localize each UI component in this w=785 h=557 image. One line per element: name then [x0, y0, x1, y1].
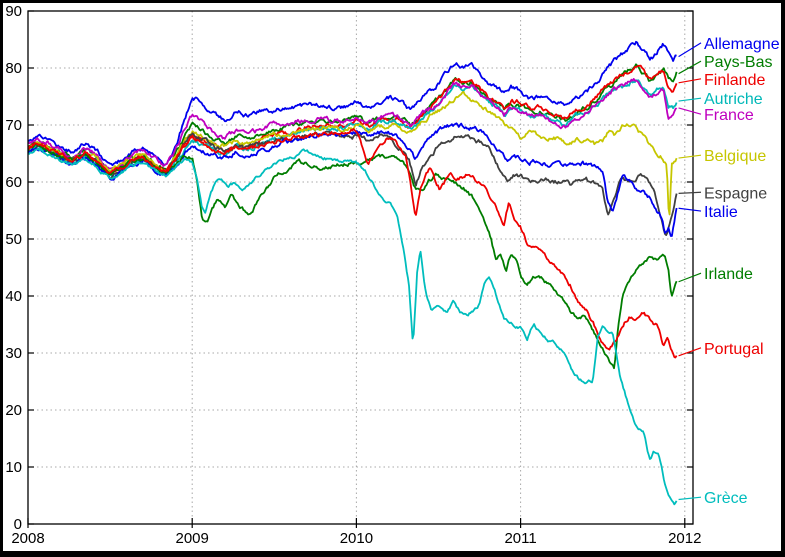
- x-tick-label: 2008: [11, 530, 44, 547]
- series-label-france: France: [704, 107, 754, 124]
- series-leader-autriche: [678, 97, 702, 102]
- series-line-allemagne: [28, 40, 677, 167]
- series-leader-paysbas: [678, 60, 702, 75]
- series-label-irlande: Irlande: [704, 266, 753, 283]
- series-leader-allemagne: [678, 42, 702, 58]
- series-label-paysbas: Pays-Bas: [704, 54, 772, 71]
- x-tick-label: 2010: [340, 530, 373, 547]
- y-tick-label: 10: [5, 459, 22, 476]
- series-line-grce: [28, 147, 678, 506]
- series-leader-belgique: [678, 154, 702, 159]
- series-label-italie: Italie: [704, 204, 738, 221]
- y-tick-label: 0: [14, 516, 22, 533]
- y-tick-label: 80: [5, 60, 22, 77]
- series-label-belgique: Belgique: [704, 148, 766, 165]
- series-leader-grce: [678, 496, 702, 501]
- series-label-autriche: Autriche: [704, 91, 763, 108]
- axes-box: [27, 10, 694, 525]
- series-leader-espagne: [678, 191, 702, 194]
- series-line-italie: [28, 122, 678, 237]
- y-tick-label: 70: [5, 117, 22, 134]
- y-tick-label: 90: [5, 3, 22, 20]
- x-tick-label: 2009: [176, 530, 209, 547]
- y-tick-label: 40: [5, 288, 22, 305]
- series-line-france: [28, 78, 678, 170]
- series-line-portugal: [28, 128, 678, 359]
- series-leader-irlande: [678, 272, 702, 283]
- series-label-espagne: Espagne: [704, 185, 767, 202]
- series-label-finlande: Finlande: [704, 72, 765, 89]
- series-leader-france: [678, 107, 702, 115]
- y-tick-label: 30: [5, 345, 22, 362]
- series-leader-portugal: [678, 347, 702, 357]
- y-tick-label: 60: [5, 174, 22, 191]
- series-leader-italie: [678, 207, 702, 212]
- x-tick-label: 2012: [668, 530, 701, 547]
- series-label-portugal: Portugal: [704, 341, 764, 358]
- y-tick-label: 20: [5, 402, 22, 419]
- x-tick-label: 2011: [504, 530, 536, 547]
- series-label-allemagne: Allemagne: [704, 36, 780, 53]
- series-leader-finlande: [678, 78, 702, 84]
- y-tick-label: 50: [5, 231, 22, 248]
- series-label-grce: Grèce: [704, 490, 748, 507]
